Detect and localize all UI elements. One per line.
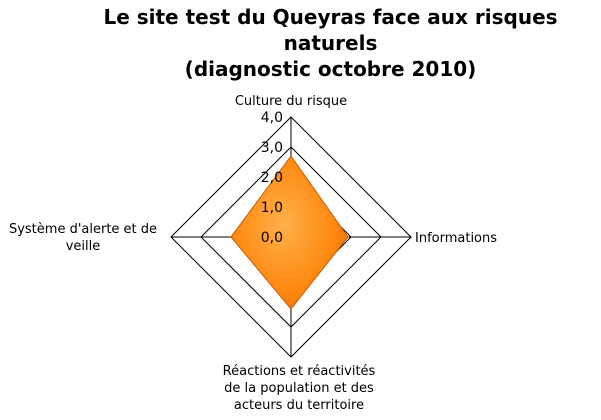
series-point-0-2: [290, 308, 292, 310]
tick-label: 1,0: [261, 200, 283, 216]
radar-tick-labels: 0,0 1,0 2,0 3,0 4,0: [261, 110, 283, 246]
series-area-0: [230, 155, 349, 310]
chart-title-line-1: Le site test du Queyras face aux risques…: [103, 5, 558, 55]
series-point-0-1: [347, 236, 349, 238]
series-point-0-3: [230, 236, 232, 238]
tick-label: 4,0: [261, 110, 283, 126]
chart-title-line-2: (diagnostic octobre 2010): [184, 57, 477, 81]
axis-label-3: Système d'alerte et de veille: [9, 222, 157, 254]
axis-label-2: Réactions et réactivités de la population…: [223, 364, 376, 413]
chart-title: Le site test du Queyras face aux risques…: [0, 4, 601, 82]
tick-label: 2,0: [261, 170, 283, 186]
axis-label-1: Informations: [415, 231, 497, 246]
radar-axis-labels: Culture du risque Informations Réactions e…: [9, 94, 497, 413]
tick-label: 3,0: [261, 140, 283, 156]
axis-label-0: Culture du risque: [235, 94, 347, 109]
series-point-0-0: [290, 155, 292, 157]
tick-label: 0,0: [261, 230, 283, 246]
radar-series: [230, 155, 349, 310]
